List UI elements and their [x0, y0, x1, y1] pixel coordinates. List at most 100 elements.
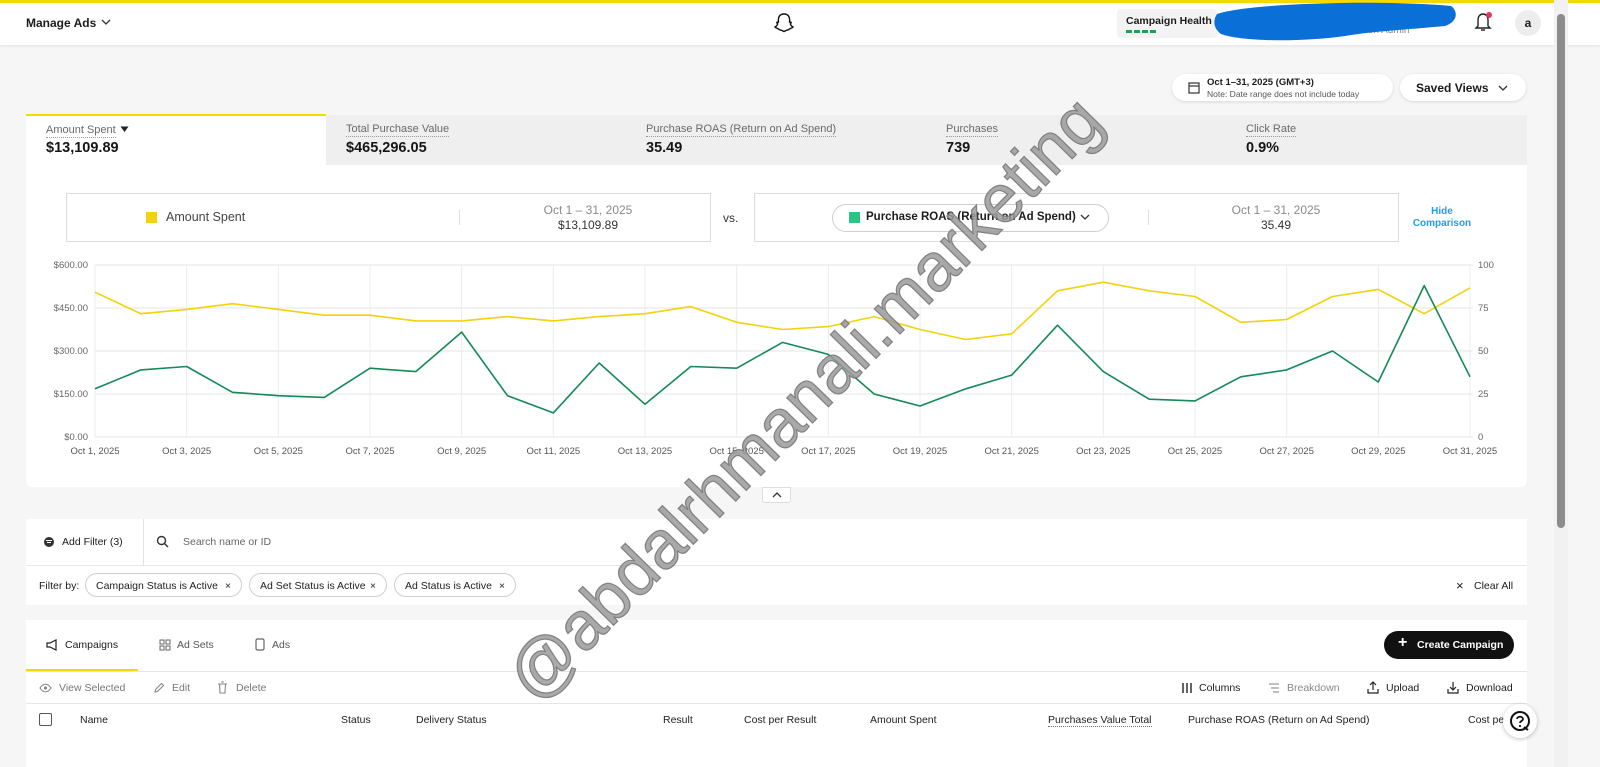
- filter-chip[interactable]: Ad Set Status is Active ×: [249, 573, 387, 597]
- tab-indicator: [26, 669, 138, 671]
- upload-icon: [1367, 681, 1379, 694]
- campaign-health[interactable]: [1117, 9, 1217, 38]
- delete-icon: [218, 681, 227, 694]
- brand-line: [0, 0, 1600, 3]
- filter-card: [26, 519, 1527, 605]
- period-value: $13,109.89: [557, 218, 619, 232]
- period-value: 35.49: [1260, 218, 1292, 232]
- search-icon: [156, 535, 169, 548]
- column-header[interactable]: Name: [80, 714, 109, 726]
- toolbar-action[interactable]: View Selected: [59, 682, 126, 694]
- chip-label: Campaign Status is Active: [96, 580, 218, 592]
- column-header[interactable]: Purchase ROAS (Return on Ad Spend): [1188, 714, 1370, 726]
- metric-value: 0.9%: [1246, 140, 1280, 156]
- download-icon: [1447, 682, 1459, 694]
- toolbar-action[interactable]: Columns: [1199, 682, 1241, 694]
- divider: [26, 703, 1527, 704]
- filter-chip[interactable]: Campaign Status is Active ×: [85, 573, 242, 597]
- date-picker[interactable]: [1172, 74, 1393, 101]
- toolbar-action[interactable]: Download: [1466, 682, 1513, 694]
- scrollbar-thumb[interactable]: [1557, 14, 1565, 528]
- chip-label: Ad Set Status is Active: [260, 580, 366, 592]
- divider: [459, 210, 460, 225]
- metric-label[interactable]: Total Purchase Value: [346, 123, 450, 137]
- metric-value: 35.49: [646, 140, 683, 156]
- metric-label[interactable]: Purchases: [946, 123, 998, 137]
- column-header[interactable]: Amount Spent: [870, 714, 937, 726]
- chip-remove[interactable]: ×: [498, 580, 505, 592]
- plus-icon: +: [1398, 634, 1408, 651]
- tab[interactable]: Ads: [272, 639, 291, 651]
- toolbar-action[interactable]: Edit: [172, 682, 191, 694]
- campaigns-icon: [46, 639, 57, 651]
- column-header[interactable]: Purchases Value Total: [1048, 714, 1152, 727]
- column-header[interactable]: Cost per Result: [744, 714, 817, 726]
- metric-select[interactable]: [832, 204, 1109, 232]
- column-header[interactable]: Cost pe: [1468, 714, 1505, 726]
- help-icon: [1510, 711, 1530, 731]
- divider: [143, 519, 144, 565]
- chevron: [1080, 214, 1090, 220]
- column-header[interactable]: Result: [663, 714, 693, 726]
- metric-label[interactable]: Purchase ROAS (Return on Ad Spend): [646, 123, 837, 137]
- table-card: [26, 620, 1527, 767]
- avatar[interactable]: a: [1515, 10, 1541, 36]
- edit-icon: [154, 682, 165, 693]
- column-header[interactable]: Delivery Status: [416, 714, 487, 726]
- period: Oct 1 – 31, 2025: [1231, 203, 1321, 217]
- calendar-icon: [1188, 82, 1200, 94]
- filter-icon: [44, 537, 54, 547]
- metric-value: 739: [946, 140, 971, 156]
- legend-label: Amount Spent: [166, 210, 246, 224]
- filter-chip[interactable]: Ad Status is Active ×: [394, 573, 516, 597]
- vs-label: vs.: [723, 211, 739, 225]
- divider: [1148, 210, 1149, 225]
- comparison-box: [754, 193, 1399, 242]
- chevron: [1498, 85, 1508, 91]
- clear-all[interactable]: Clear All: [1474, 580, 1514, 592]
- hide-comparison[interactable]: Hide Comparison: [1412, 206, 1472, 229]
- column-header[interactable]: Status: [341, 714, 371, 726]
- collapse-button[interactable]: [762, 487, 791, 503]
- period: Oct 1 – 31, 2025: [543, 203, 633, 217]
- breakdown-icon: [1269, 683, 1279, 693]
- comparison-box: [66, 193, 711, 242]
- metric-label: Amount Spent: [46, 124, 116, 138]
- redaction: [1214, 2, 1456, 41]
- legend-label: Purchase ROAS (Return on Ad Spend): [866, 211, 1076, 223]
- divider: [26, 565, 1527, 566]
- help-button[interactable]: [1503, 704, 1537, 738]
- select-all[interactable]: [39, 713, 52, 726]
- toolbar-action[interactable]: Upload: [1386, 682, 1420, 694]
- toolbar-action[interactable]: Breakdown: [1287, 682, 1340, 694]
- metric-value: $465,296.05: [346, 140, 427, 156]
- date-range: Oct 1–31, 2025 (GMT+3): [1207, 77, 1314, 88]
- legend-swatch: [849, 212, 860, 223]
- metric-tab-active[interactable]: [26, 114, 326, 165]
- toolbar-action[interactable]: Delete: [236, 682, 267, 694]
- adsets-icon: [159, 639, 171, 651]
- metric-label[interactable]: Click Rate: [1246, 123, 1297, 137]
- search-input[interactable]: Search name or ID: [183, 536, 272, 548]
- chevron: [101, 19, 111, 25]
- notifications[interactable]: [1474, 11, 1494, 33]
- app-title[interactable]: Manage Ads: [26, 16, 97, 30]
- campaign-health-label: Campaign Health: [1126, 15, 1212, 27]
- filter-by: Filter by:: [39, 580, 80, 592]
- chip-remove[interactable]: ×: [224, 580, 231, 592]
- columns-icon: [1182, 683, 1192, 693]
- logo[interactable]: [773, 12, 795, 34]
- tab[interactable]: Ad Sets: [177, 639, 214, 651]
- create-label: Create Campaign: [1417, 639, 1504, 651]
- saved-views-label: Saved Views: [1416, 81, 1489, 95]
- chip-label: Ad Status is Active: [405, 580, 492, 592]
- tab[interactable]: Campaigns: [65, 639, 119, 651]
- clear-icon: ×: [1456, 578, 1464, 593]
- create-button[interactable]: [1384, 631, 1514, 659]
- ads-icon: [255, 638, 265, 651]
- dropdown-arrow: [120, 126, 129, 132]
- legend-swatch: [146, 212, 157, 223]
- chip-remove[interactable]: ×: [369, 580, 376, 592]
- add-filter[interactable]: Add Filter (3): [62, 536, 123, 548]
